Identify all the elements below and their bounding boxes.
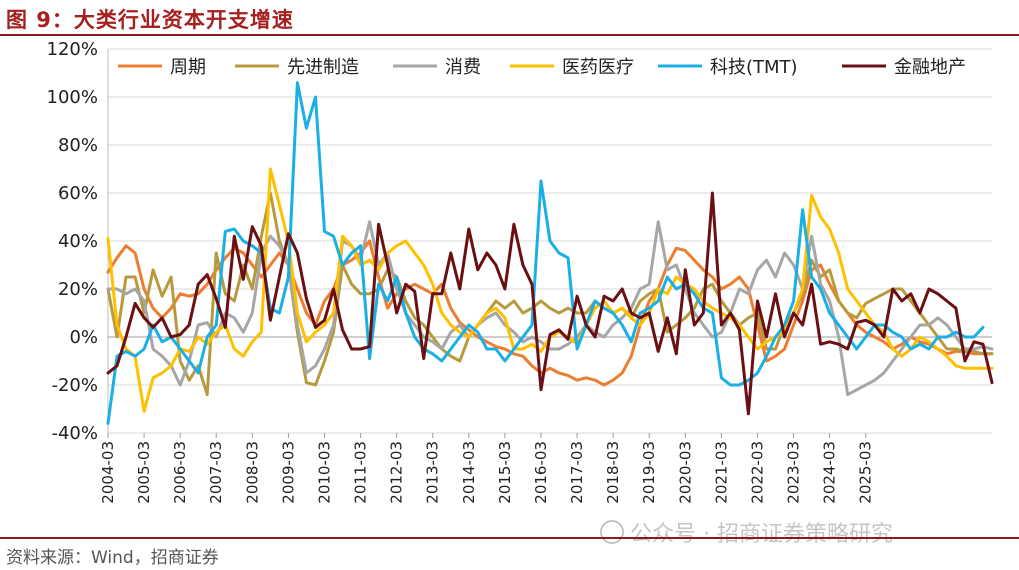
x-axis: 2004-03 2005-03 2006-03 2007-03 2008-03 2009-…	[99, 336, 992, 504]
x-tick-label: 2022-03	[748, 441, 766, 504]
y-axis: -40% -20% 0% 20% 40% 60% 80% 100% 120%	[47, 39, 109, 444]
x-tick-label: 2019-03	[640, 441, 658, 504]
series-lines	[106, 81, 994, 425]
y-tick-label: 60%	[58, 183, 98, 204]
x-tick-label: 2021-03	[712, 441, 730, 504]
legend-label: 先进制造	[287, 57, 359, 78]
watermark: 公众号 · 招商证券策略研究	[600, 516, 893, 548]
x-tick-label: 2013-03	[424, 441, 442, 504]
x-tick-label: 2010-03	[315, 441, 333, 504]
watermark-text: 公众号 · 招商证券策略研究	[630, 522, 893, 547]
legend-label: 消费	[445, 57, 481, 78]
x-tick-label: 2023-03	[785, 441, 803, 504]
source-note: 资料来源：Wind，招商证券	[6, 548, 219, 568]
legend-label: 周期	[170, 57, 206, 78]
x-tick-label: 2015-03	[496, 441, 514, 504]
legend-label: 金融地产	[894, 57, 966, 78]
x-tick-label: 2009-03	[279, 441, 297, 504]
x-tick-label: 2025-03	[857, 441, 875, 504]
y-tick-label: 100%	[47, 87, 98, 108]
x-tick-label: 2006-03	[171, 441, 189, 504]
y-tick-label: -40%	[51, 423, 98, 444]
y-tick-label: -20%	[51, 375, 98, 396]
legend-label: 医药医疗	[562, 57, 634, 78]
x-tick-label: 2014-03	[460, 441, 478, 504]
source-rule	[0, 537, 1019, 539]
x-tick-label: 2007-03	[207, 441, 225, 504]
y-tick-label: 120%	[47, 39, 98, 60]
series-line	[106, 191, 994, 416]
figure-title: 图 9：大类行业资本开支增速	[6, 8, 294, 32]
x-tick-label: 2018-03	[604, 441, 622, 504]
x-tick-label: 2024-03	[821, 441, 839, 504]
legend: 周期 先进制造 消费 医药医疗 科技(TMT) 金融地产	[118, 57, 966, 78]
x-tick-label: 2017-03	[568, 441, 586, 504]
y-tick-label: 80%	[58, 135, 98, 156]
x-tick-label: 2020-03	[676, 441, 694, 504]
series-line	[106, 191, 994, 397]
x-tick-label: 2008-03	[243, 441, 261, 504]
x-tick-label: 2005-03	[135, 441, 153, 504]
y-tick-label: 20%	[58, 279, 98, 300]
y-tick-label: 0%	[69, 327, 98, 348]
wechat-icon	[600, 520, 624, 544]
x-tick-label: 2011-03	[352, 441, 370, 504]
series-line	[106, 220, 994, 397]
title-rule	[0, 34, 1019, 36]
x-tick-label: 2004-03	[99, 441, 117, 504]
series-line	[106, 81, 985, 425]
legend-label: 科技(TMT)	[710, 57, 798, 78]
x-tick-label: 2016-03	[532, 441, 550, 504]
series-line	[106, 167, 994, 413]
y-tick-label: 40%	[58, 231, 98, 252]
x-tick-label: 2012-03	[388, 441, 406, 504]
capex-growth-line-chart: -40%-20%0%20%40%60%80%100%120% 2004-03 20…	[47, 39, 994, 504]
